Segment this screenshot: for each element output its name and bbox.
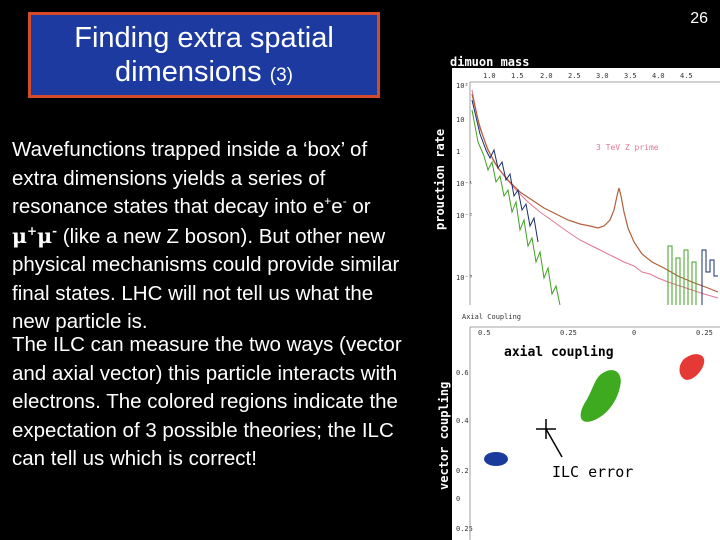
sup-plus-2: + [27, 223, 38, 238]
coupling-y-tick-3: 0 [456, 495, 460, 503]
x-tick-7: 4.5 [680, 72, 693, 80]
ilc-error-cross [536, 419, 563, 458]
region-green [580, 370, 621, 422]
para1-e: e [331, 195, 343, 218]
coupling-x-tick-1: 0.25 [560, 329, 577, 337]
slide-number: 26 [690, 10, 708, 27]
x-tick-6: 4.0 [652, 72, 665, 80]
plot-bottom-header: Axial Coupling [462, 313, 521, 321]
curve-green [471, 109, 561, 305]
green-tail-bars [667, 245, 697, 305]
sup-minus-1: - [342, 194, 347, 208]
plot-bottom-ylabel: vector coupling [437, 382, 451, 490]
coupling-x-tick-2: 0 [632, 329, 636, 337]
para1-text-a: Wavefunctions trapped inside a ‘box’ of … [12, 138, 368, 218]
title-suffix: (3) [269, 65, 293, 86]
x-tick-4: 3.0 [596, 72, 609, 80]
y-tick-2: 1 [456, 148, 460, 156]
mu-symbol-1: μ [12, 223, 28, 248]
x-tick-3: 2.5 [568, 72, 581, 80]
x-tick-1: 1.5 [511, 72, 524, 80]
mu-symbol-2: μ [37, 223, 53, 248]
x-tick-0: 1.0 [483, 72, 496, 80]
sup-plus-1: + [324, 194, 332, 208]
y-tick-4: 10⁻² [456, 212, 473, 220]
plot-top-area [452, 68, 720, 305]
y-tick-3: 10⁻¹ [456, 180, 473, 188]
coupling-x-tick-3: 0.25 [696, 329, 713, 337]
x-tick-2: 2.0 [540, 72, 553, 80]
curve-resonance [471, 93, 719, 293]
region-blue [484, 452, 508, 466]
x-tick-5: 3.5 [624, 72, 637, 80]
dimuon-mass-plot: dimuon mass prouction rate 1.0 1.5 2.0 2… [428, 50, 720, 305]
sup-minus-2: - [52, 223, 58, 238]
paragraph-resonances: Wavefunctions trapped inside a ‘box’ of … [12, 136, 412, 337]
paragraph-ilc: The ILC can measure the two ways (vector… [12, 333, 402, 470]
coupling-y-tick-1: 0.4 [456, 417, 469, 425]
coupling-plot: Axial Coupling 0.5 0.25 0 0.25 0.6 0.4 0… [428, 305, 720, 540]
y-tick-1: 10 [456, 116, 464, 124]
title-box: Finding extra spatial dimensions (3) [28, 12, 380, 98]
ilc-error-label: ILC error [552, 463, 633, 481]
xlabel-bg [502, 341, 620, 361]
y-tick-5: 10⁻³ [456, 274, 473, 282]
blue-tail-bars [701, 249, 718, 305]
coupling-y-tick-2: 0.2 [456, 467, 469, 475]
para1-text-b: (like a new Z boson). But other new phys… [12, 224, 400, 334]
curve-label: 3 TeV Z prime [596, 143, 659, 152]
plot-top-title: dimuon mass [450, 55, 529, 69]
coupling-y-tick-0: 0.6 [456, 369, 469, 377]
title-line-2: dimensions (3) [31, 55, 377, 93]
y-tick-0: 10² [456, 82, 469, 90]
coupling-x-tick-0: 0.5 [478, 329, 491, 337]
plot-bottom-area [452, 305, 720, 540]
curve-blue [471, 99, 539, 243]
para1-or: or [346, 195, 371, 218]
region-red [679, 354, 705, 380]
title-line-1: Finding extra spatial [74, 22, 334, 54]
coupling-y-tick-4: 0.25 [456, 525, 473, 533]
plot-bottom-xlabel: axial coupling [504, 345, 614, 360]
plot-top-ylabel: prouction rate [433, 129, 447, 230]
title-main: dimensions [115, 56, 262, 88]
